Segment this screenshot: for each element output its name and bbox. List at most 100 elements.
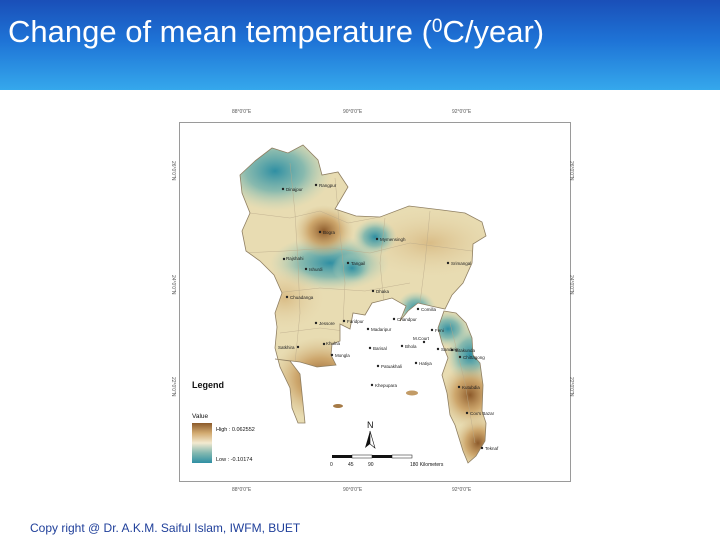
station-label: Dinajpur [286, 187, 303, 192]
station-chuadanga: Chuadanga [285, 295, 314, 300]
station-bhola: Bhola [400, 344, 417, 349]
station-label: Cox's Bazar [470, 411, 495, 416]
map-frame: 88°0'0"E 90°0'0"E 92°0'0"E 88°0'0"E 90°0… [170, 109, 574, 493]
station-madaripur: Madaripur [366, 327, 392, 332]
right-tick-label: 22°0'0"N [568, 377, 574, 397]
top-tick-label: 90°0'0"E [343, 109, 363, 115]
station-label: Sitakunda [455, 348, 476, 353]
scale-label: 90 [368, 462, 374, 468]
map-canvas: Dinajpur Rangpur Bogra Mymensingh Sriman… [192, 144, 499, 468]
station-label: Mymensingh [380, 237, 406, 242]
slide-title: Change of mean temperature (0C/year) [8, 14, 544, 50]
slide-title-prefix: Change of mean temperature ( [8, 14, 432, 49]
station-label: Mongla [335, 353, 350, 358]
station-label: M.Court [413, 336, 430, 341]
station-label: Rajshahi [286, 256, 304, 261]
station-label: Dhaka [376, 289, 390, 294]
top-tick-label: 92°0'0"E [452, 109, 472, 115]
station-jessore: Jessore [314, 321, 335, 326]
station-label: Comilla [421, 307, 437, 312]
station-feni: Feni [430, 328, 444, 333]
station-label: Barisal [373, 346, 387, 351]
scale-bar: 0 45 90 180 Kilometers [330, 454, 444, 468]
station-label: Kutubdia [462, 385, 480, 390]
station-patuakhali: Patuakhali [376, 364, 402, 369]
legend-color-ramp [192, 423, 212, 463]
station-dinajpur: Dinajpur [281, 187, 303, 192]
right-tick-label: 26°0'0"N [568, 161, 574, 181]
station-label: Chuadanga [290, 295, 314, 300]
station-mcourt: M.Court [413, 336, 430, 344]
slide-title-superscript: 0 [431, 16, 443, 37]
station-label: Faridpur [347, 319, 364, 324]
bangladesh-map [240, 145, 486, 463]
station-kutubdia: Kutubdia [457, 385, 480, 390]
station-label: Bogra [323, 230, 336, 235]
scale-label: 180 Kilometers [410, 462, 444, 468]
station-label: Sandwip [441, 347, 459, 352]
station-faridpur: Faridpur [342, 319, 364, 324]
station-label: Bhola [405, 344, 417, 349]
left-tick-label: 22°0'0"N [170, 377, 176, 397]
island [406, 390, 418, 396]
legend-title: Legend [192, 380, 224, 390]
station-label: Tangail [351, 261, 365, 266]
station-hatiya: Hatiya [414, 361, 432, 366]
station-label: Srimangal [451, 261, 471, 266]
station-label: Rangpur [319, 183, 337, 188]
station-comilla: Comilla [416, 307, 437, 312]
station-label: Khulna [326, 341, 341, 346]
station-label: Teknaf [485, 446, 499, 451]
north-label: N [367, 420, 374, 430]
scale-label: 45 [348, 462, 354, 468]
station-label: Madaripur [371, 327, 392, 332]
top-tick-label: 88°0'0"E [232, 109, 252, 115]
right-tick-label: 24°0'0"N [568, 275, 574, 295]
station-label: Chittagong [463, 355, 485, 360]
map-legend: Legend Value High : 0.062552 Low : -0.10… [192, 380, 255, 463]
title-banner: Change of mean temperature (0C/year) [0, 0, 720, 90]
bottom-tick-label: 90°0'0"E [343, 487, 363, 493]
bottom-tick-label: 88°0'0"E [232, 487, 252, 493]
scale-label: 0 [330, 462, 333, 468]
copyright-footer: Copy right @ Dr. A.K.M. Saiful Islam, IW… [30, 521, 301, 535]
station-rangpur: Rangpur [314, 183, 337, 188]
station-label: Satkhira [278, 345, 295, 350]
left-tick-label: 26°0'0"N [170, 161, 176, 181]
island [333, 404, 343, 408]
station-label: Khepupara [375, 383, 398, 388]
station-label: Hatiya [419, 361, 432, 366]
station-teknaf: Teknaf [480, 446, 499, 451]
station-coxs-bazar: Cox's Bazar [465, 411, 495, 416]
station-dhaka: Dhaka [371, 289, 390, 294]
station-satkhira: Satkhira [278, 345, 300, 350]
station-sitakunda: Sitakunda [450, 348, 476, 353]
station-chandpur: Chandpur [392, 317, 417, 322]
station-ishurdi: Ishurdi [304, 267, 323, 272]
station-label: Patuakhali [381, 364, 402, 369]
district-boundaries [241, 162, 476, 444]
station-bogra: Bogra [318, 230, 336, 235]
north-arrow-icon: N [365, 420, 376, 449]
station-mymensingh: Mymensingh [375, 237, 406, 242]
station-label: Jessore [319, 321, 335, 326]
station-label: Ishurdi [309, 267, 323, 272]
station-markers: Dinajpur Rangpur Bogra Mymensingh Sriman… [278, 183, 499, 451]
bottom-tick-label: 92°0'0"E [452, 487, 472, 493]
legend-low-label: Low : -0.10174 [216, 457, 252, 463]
station-sandwip: Sandwip [436, 347, 459, 352]
station-tangail: Tangail [346, 261, 365, 266]
station-label: Chandpur [397, 317, 417, 322]
station-barisal: Barisal [368, 346, 387, 351]
station-chittagong: Chittagong [458, 355, 485, 360]
station-khulna: Khulna [322, 341, 341, 346]
legend-value-label: Value [192, 413, 209, 420]
station-khepupara: Khepupara [370, 383, 398, 388]
station-srimangal: Srimangal [446, 261, 471, 266]
station-rajshahi: Rajshahi [282, 256, 304, 261]
legend-high-label: High : 0.062552 [216, 427, 255, 433]
slide-title-suffix: C/year) [442, 14, 545, 49]
left-tick-label: 24°0'0"N [170, 275, 176, 295]
station-label: Feni [435, 328, 444, 333]
station-mongla: Mongla [330, 353, 350, 358]
